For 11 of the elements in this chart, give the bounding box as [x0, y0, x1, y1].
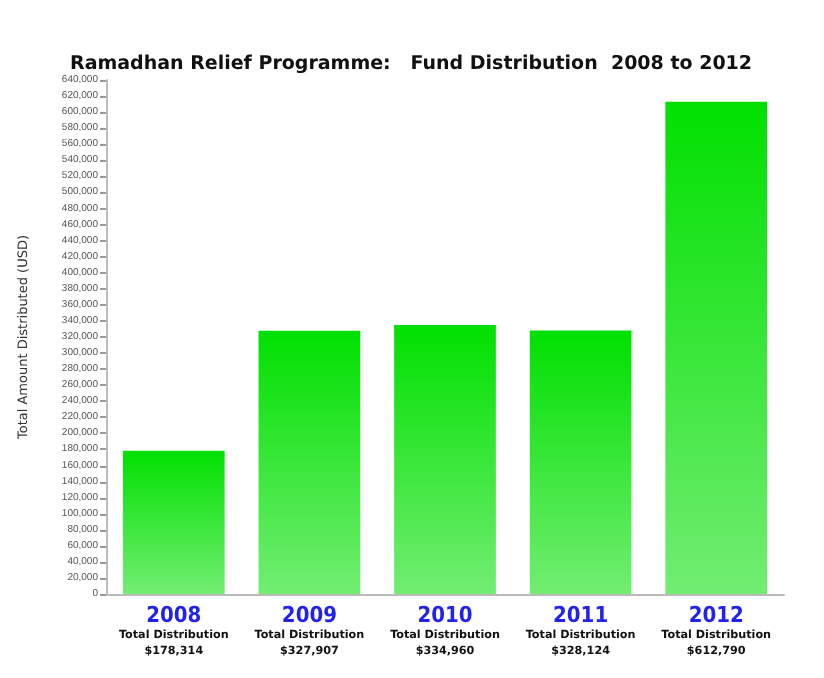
bar — [394, 324, 496, 594]
chart-title: Ramadhan Relief Programme: Fund Distribution 2008 to 2012 — [70, 53, 753, 75]
x-tick-label: 2010 — [417, 602, 473, 628]
x-tick-label: 2008 — [146, 602, 202, 628]
x-tick-label: 2012 — [688, 602, 744, 628]
x-tick-label: 2009 — [281, 602, 338, 628]
bar — [665, 101, 768, 594]
bar — [122, 450, 225, 594]
bar — [258, 330, 361, 594]
x-tick-label: 2011 — [553, 602, 609, 628]
bar — [529, 330, 632, 594]
